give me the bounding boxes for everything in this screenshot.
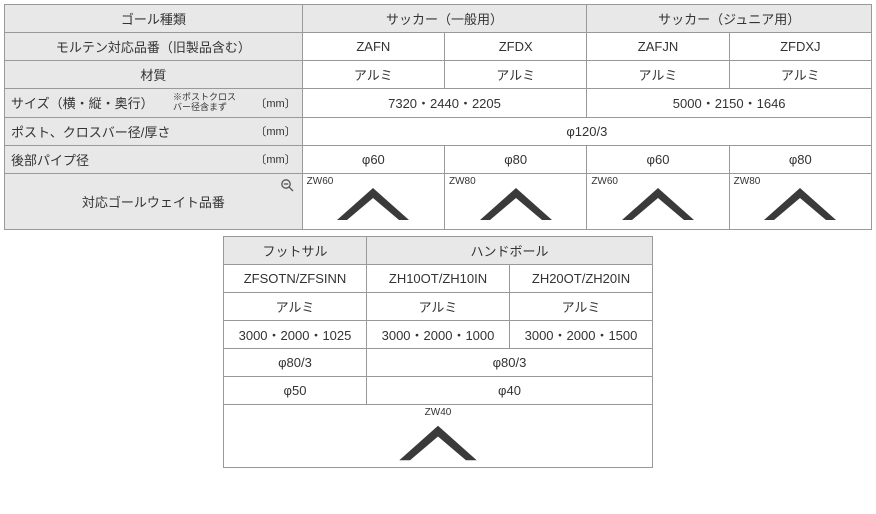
label-size-main: サイズ（横・縦・奥行） bbox=[11, 93, 154, 112]
chevron-icon bbox=[760, 184, 840, 224]
t2-material-0: アルミ bbox=[224, 292, 367, 320]
label-material: 材質 bbox=[5, 61, 303, 89]
t2-post-1: φ80/3 bbox=[367, 348, 653, 376]
rear-2: φ60 bbox=[587, 145, 729, 173]
label-size: サイズ（横・縦・奥行） ※ポストクロスバー径含まず 〔mm〕 bbox=[5, 89, 303, 118]
zoom-out-icon[interactable] bbox=[280, 178, 294, 195]
rear-0: φ60 bbox=[302, 145, 444, 173]
chevron-icon bbox=[333, 184, 413, 224]
label-size-unit: 〔mm〕 bbox=[255, 95, 295, 111]
size-1: 5000・2150・1646 bbox=[587, 89, 872, 118]
product-2: ZAFJN bbox=[587, 33, 729, 61]
chevron-icon bbox=[476, 184, 556, 224]
header-soccer-general: サッカー（一般用） bbox=[302, 5, 587, 33]
t2-material-1: アルミ bbox=[367, 292, 510, 320]
material-0: アルミ bbox=[302, 61, 444, 89]
t2-product-2: ZH20OT/ZH20IN bbox=[510, 264, 653, 292]
weight-tag-3: ZW80 bbox=[734, 176, 761, 187]
rear-3: φ80 bbox=[729, 145, 871, 173]
label-rear-pipe: 後部パイプ径 〔mm〕 bbox=[5, 145, 303, 173]
label-post-cross: ポスト、クロスバー径/厚さ 〔mm〕 bbox=[5, 117, 303, 145]
spec-table-1: ゴール種類 サッカー（一般用） サッカー（ジュニア用） モルテン対応品番（旧製品… bbox=[4, 4, 872, 230]
header-handball: ハンドボール bbox=[367, 236, 653, 264]
t2-material-2: アルミ bbox=[510, 292, 653, 320]
weight-tag-0: ZW60 bbox=[307, 176, 334, 187]
label-goal-weight: 対応ゴールウェイト品番 bbox=[5, 173, 303, 229]
header-futsal: フットサル bbox=[224, 236, 367, 264]
chevron-icon bbox=[395, 421, 481, 465]
material-3: アルミ bbox=[729, 61, 871, 89]
weight-tag-1: ZW80 bbox=[449, 176, 476, 187]
material-2: アルミ bbox=[587, 61, 729, 89]
t2-weight-cell: ZW40 bbox=[224, 404, 653, 467]
material-1: アルミ bbox=[445, 61, 587, 89]
weight-cell-3: ZW80 bbox=[729, 173, 871, 229]
post-value: φ120/3 bbox=[302, 117, 871, 145]
product-0: ZAFN bbox=[302, 33, 444, 61]
label-goal-type: ゴール種類 bbox=[5, 5, 303, 33]
weight-tag-2: ZW60 bbox=[591, 176, 618, 187]
t2-rear-1: φ40 bbox=[367, 376, 653, 404]
t2-size-1: 3000・2000・1000 bbox=[367, 320, 510, 348]
t2-size-0: 3000・2000・1025 bbox=[224, 320, 367, 348]
size-0: 7320・2440・2205 bbox=[302, 89, 587, 118]
spec-table-2: フットサル ハンドボール ZFSOTN/ZFSINN ZH10OT/ZH10IN… bbox=[223, 236, 653, 468]
t2-product-0: ZFSOTN/ZFSINN bbox=[224, 264, 367, 292]
chevron-icon bbox=[618, 184, 698, 224]
label-product-no: モルテン対応品番（旧製品含む） bbox=[5, 33, 303, 61]
t2-rear-0: φ50 bbox=[224, 376, 367, 404]
product-1: ZFDX bbox=[445, 33, 587, 61]
t2-weight-tag: ZW40 bbox=[425, 407, 452, 418]
weight-cell-2: ZW60 bbox=[587, 173, 729, 229]
header-soccer-junior: サッカー（ジュニア用） bbox=[587, 5, 872, 33]
t2-size-2: 3000・2000・1500 bbox=[510, 320, 653, 348]
t2-post-0: φ80/3 bbox=[224, 348, 367, 376]
weight-cell-1: ZW80 bbox=[445, 173, 587, 229]
t2-product-1: ZH10OT/ZH10IN bbox=[367, 264, 510, 292]
weight-cell-0: ZW60 bbox=[302, 173, 444, 229]
product-3: ZFDXJ bbox=[729, 33, 871, 61]
rear-1: φ80 bbox=[445, 145, 587, 173]
label-size-note: ※ポストクロスバー径含まず bbox=[173, 93, 236, 113]
